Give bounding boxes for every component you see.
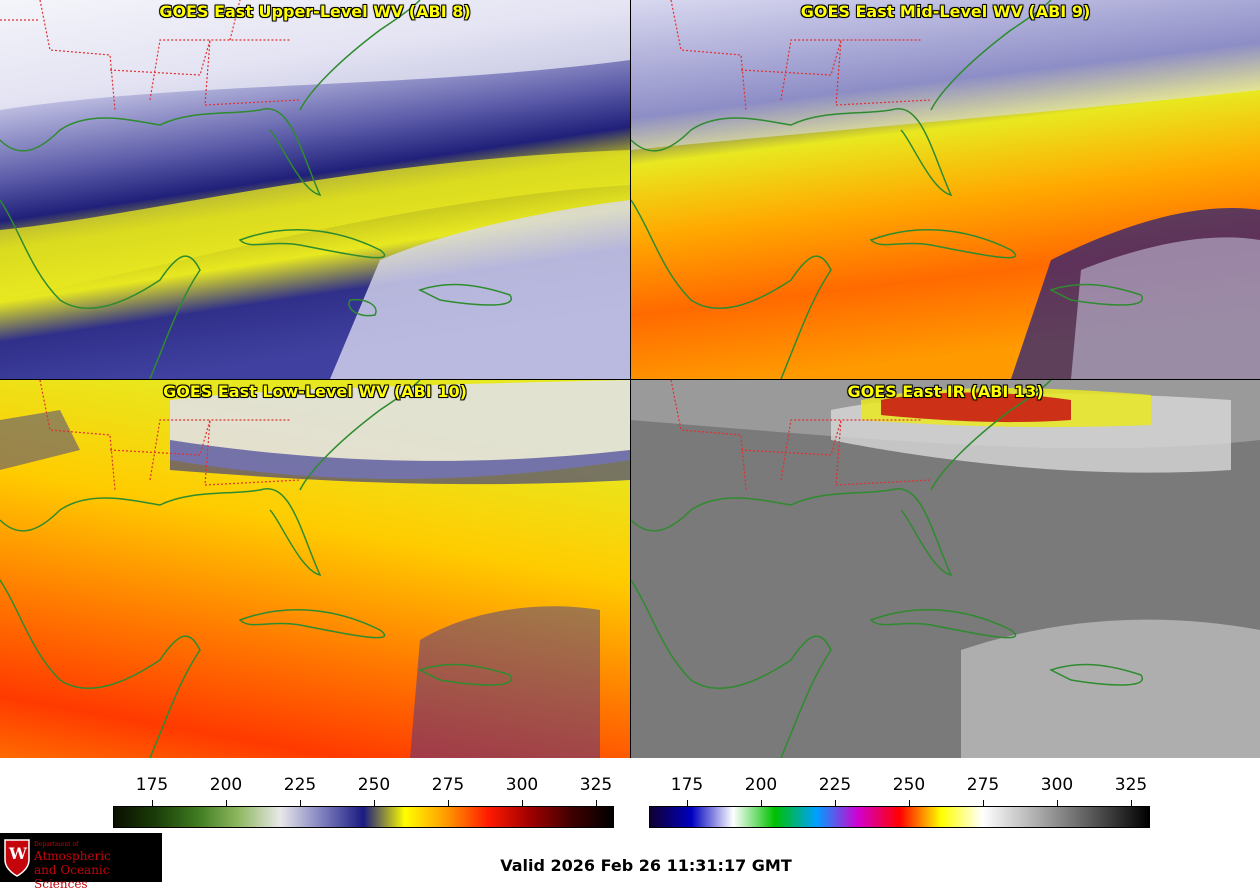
panel-low-level-wv: GOES East Low-Level WV (ABI 10) — [0, 380, 630, 758]
ir-colorbar — [649, 806, 1150, 828]
uw-crest-icon — [4, 839, 30, 877]
ir-colorbar-tick-label: 225 — [818, 775, 852, 795]
wv-colorbar-tick-mark — [152, 800, 153, 806]
state-borders — [0, 0, 301, 111]
upper-level-wv-image — [0, 0, 630, 379]
state-borders — [39, 380, 301, 491]
ir-colorbar-tick-mark — [909, 800, 910, 806]
ir-colorbar-tick-mark — [687, 800, 688, 806]
mid-level-wv-image — [631, 0, 1260, 379]
coastline — [0, 380, 513, 758]
panel-upper-level-wv: GOES East Upper-Level WV (ABI 8) — [0, 0, 630, 379]
state-borders — [670, 0, 932, 111]
ir-colorbar-tick-mark — [761, 800, 762, 806]
wv-colorbar-tick-mark — [300, 800, 301, 806]
wv-colorbar-tick-mark — [226, 800, 227, 806]
state-borders — [670, 380, 932, 491]
ir-colorbar-tick-mark — [1131, 800, 1132, 806]
panel-title-low-level-wv: GOES East Low-Level WV (ABI 10) — [163, 382, 467, 401]
panel-title-upper-level-wv: GOES East Upper-Level WV (ABI 8) — [159, 2, 471, 21]
ir-image — [631, 380, 1260, 758]
wv-colorbar-tick-mark — [522, 800, 523, 806]
ir-colorbar-tick-label: 325 — [1114, 775, 1148, 795]
valid-time-label: Valid 2026 Feb 26 11:31:17 GMT — [500, 856, 792, 875]
wv-colorbar-tick-label: 275 — [431, 775, 465, 795]
ir-colorbar-tick-mark — [835, 800, 836, 806]
logo-line-2: Atmospheric — [34, 849, 111, 863]
wv-colorbar-tick-mark — [596, 800, 597, 806]
wv-colorbar-tick-label: 250 — [357, 775, 391, 795]
ir-colorbar-tick-label: 275 — [966, 775, 1000, 795]
wv-colorbar-tick-mark — [448, 800, 449, 806]
ir-colorbar-tick-label: 175 — [670, 775, 704, 795]
ir-colorbar-tick-label: 250 — [892, 775, 926, 795]
panel-mid-level-wv: GOES East Mid-Level WV (ABI 9) — [631, 0, 1260, 379]
panel-title-mid-level-wv: GOES East Mid-Level WV (ABI 9) — [800, 2, 1091, 21]
panel-divider-horizontal — [0, 379, 1260, 380]
wv-colorbar-tick-label: 225 — [283, 775, 317, 795]
ir-colorbar-tick-mark — [983, 800, 984, 806]
ir-colorbar-tick-mark — [1057, 800, 1058, 806]
coastline — [631, 380, 1144, 758]
ir-colorbar-tick-label: 200 — [744, 775, 778, 795]
wv-colorbar-tick-label: 300 — [505, 775, 539, 795]
wv-colorbar-tick-label: 325 — [579, 775, 613, 795]
logo-line-1: Department of — [34, 841, 79, 848]
wv-colorbar-tick-label: 200 — [209, 775, 243, 795]
aos-logo: W Department of Atmospheric and Oceanic … — [0, 833, 162, 891]
ir-colorbar-tick-label: 300 — [1040, 775, 1074, 795]
wv-colorbar-tick-label: 175 — [135, 775, 169, 795]
coastline — [631, 0, 1144, 379]
uw-crest-letter: W — [9, 844, 27, 863]
panel-ir: GOES East IR (ABI 13) — [631, 380, 1260, 758]
coastline — [0, 0, 513, 379]
panel-title-ir: GOES East IR (ABI 13) — [847, 382, 1044, 401]
wv-colorbar — [113, 806, 614, 828]
wv-colorbar-tick-mark — [374, 800, 375, 806]
low-level-wv-image — [0, 380, 630, 758]
